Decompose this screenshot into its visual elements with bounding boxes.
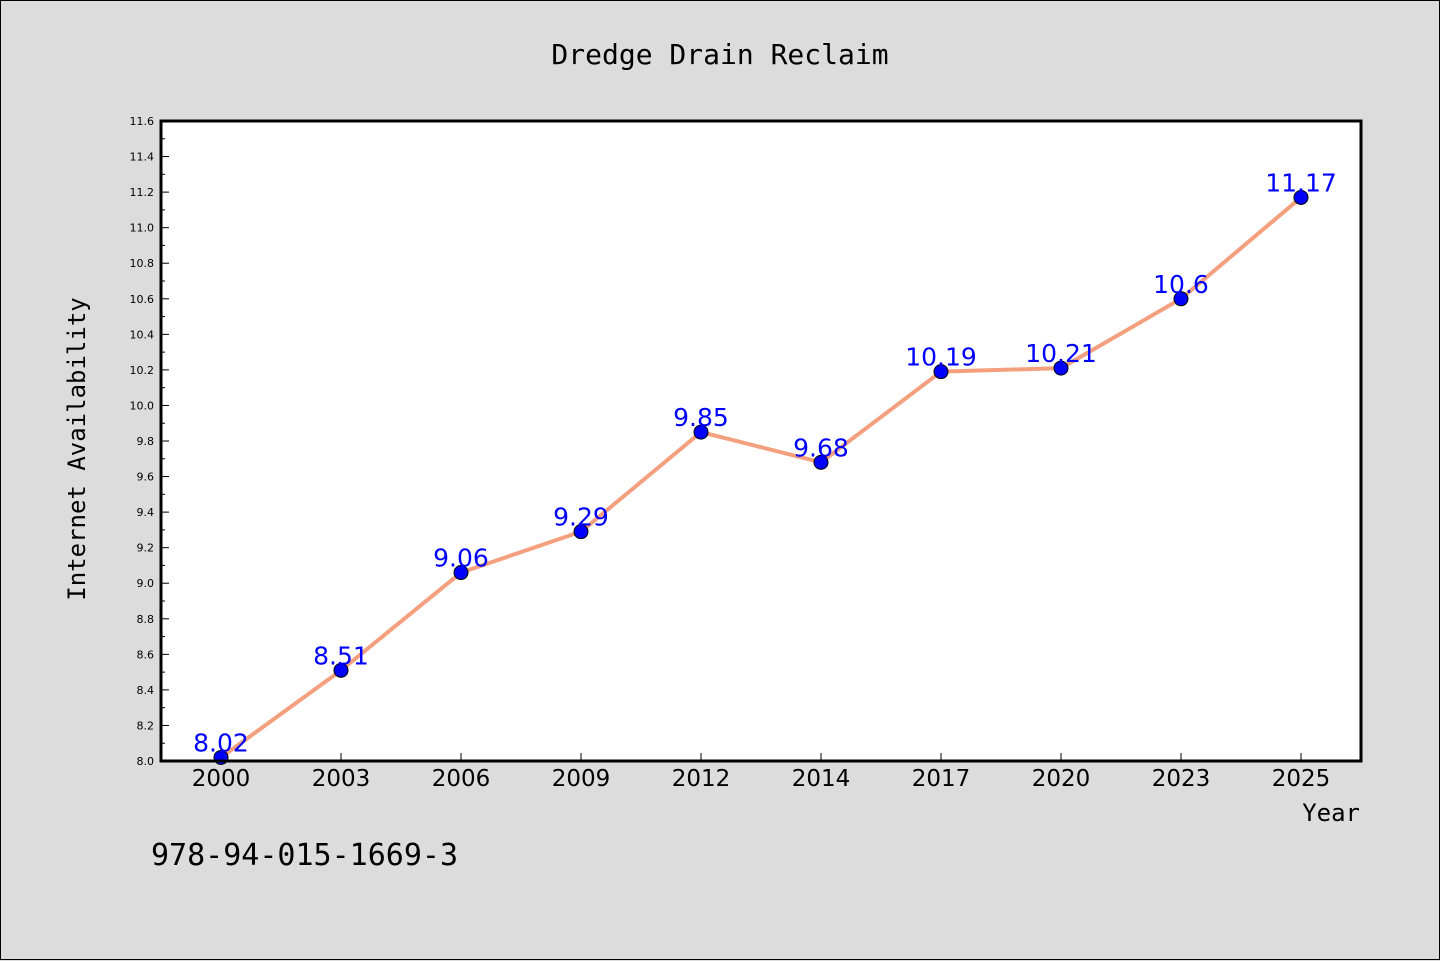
y-tick-label: 9.8 <box>137 435 155 448</box>
data-label: 9.85 <box>673 403 729 432</box>
x-tick-label: 2000 <box>192 766 251 792</box>
data-label: 10.19 <box>905 343 977 372</box>
y-tick-label: 8.6 <box>137 648 155 661</box>
y-axis-label: Internet Availability <box>63 297 91 600</box>
y-tick-label: 9.0 <box>137 577 155 590</box>
x-tick-label: 2006 <box>432 766 491 792</box>
y-tick-label: 10.4 <box>130 328 155 341</box>
chart-title: Dredge Drain Reclaim <box>551 38 888 71</box>
x-tick-label: 2012 <box>672 766 731 792</box>
data-point <box>453 565 469 581</box>
data-point <box>573 524 589 540</box>
x-tick-label: 2014 <box>792 766 851 792</box>
plot-border <box>159 119 1363 763</box>
y-tick-label: 10.2 <box>130 364 155 377</box>
y-tick-label: 11.0 <box>130 222 155 235</box>
x-tick-label: 2025 <box>1272 766 1331 792</box>
y-tick-label: 11.2 <box>130 186 155 199</box>
y-tick-label: 10.6 <box>130 293 155 306</box>
data-point <box>1053 360 1069 376</box>
y-tick-label: 8.0 <box>137 755 155 768</box>
y-tick-label: 9.6 <box>137 471 155 484</box>
y-tick-label: 10.0 <box>130 399 155 412</box>
data-point <box>1173 291 1189 307</box>
x-tick-label: 2023 <box>1152 766 1211 792</box>
y-tick-label: 8.8 <box>137 613 155 626</box>
data-label: 11.17 <box>1265 168 1337 197</box>
data-label: 10.21 <box>1025 339 1097 368</box>
data-point <box>1293 189 1309 205</box>
y-tick-label: 10.8 <box>130 257 155 270</box>
y-tick-label: 9.2 <box>137 542 155 555</box>
data-label: 9.06 <box>433 544 489 573</box>
x-axis: 2000 2003 2006 2009 2012 2014 2017 2020 2023 2025 <box>192 753 1331 792</box>
data-point <box>693 424 709 440</box>
data-point <box>813 454 829 470</box>
x-tick-label: 2017 <box>912 766 971 792</box>
data-labels: 8.02 8.51 9.06 9.29 9.85 9.68 10.19 10.21 10.6 11… <box>193 168 1337 757</box>
data-label: 9.68 <box>793 433 849 462</box>
x-tick-label: 2003 <box>312 766 371 792</box>
data-label: 9.29 <box>553 503 609 532</box>
y-tick-label: 11.6 <box>130 115 155 128</box>
y-tick-label: 11.4 <box>130 151 155 164</box>
data-label: 10.6 <box>1153 270 1209 299</box>
y-tick-label: 9.4 <box>137 506 155 519</box>
y-axis: 8.0 8.2 8.4 8.6 8.8 9.0 9.2 9.4 9.6 9.8 10.0 10.2 10… <box>130 115 169 768</box>
footnote-isbn: 978-94-015-1669-3 <box>151 838 458 873</box>
x-tick-label: 2020 <box>1032 766 1091 792</box>
x-axis-label: Year <box>1302 799 1360 827</box>
y-tick-label: 8.4 <box>137 684 155 697</box>
y-tick-label: 8.2 <box>137 719 155 732</box>
series-line <box>219 195 1303 760</box>
data-label: 8.02 <box>193 728 249 757</box>
data-point <box>333 662 349 678</box>
data-label: 8.51 <box>313 641 369 670</box>
x-tick-label: 2009 <box>552 766 611 792</box>
data-point <box>933 364 949 380</box>
series-markers <box>213 189 1309 765</box>
